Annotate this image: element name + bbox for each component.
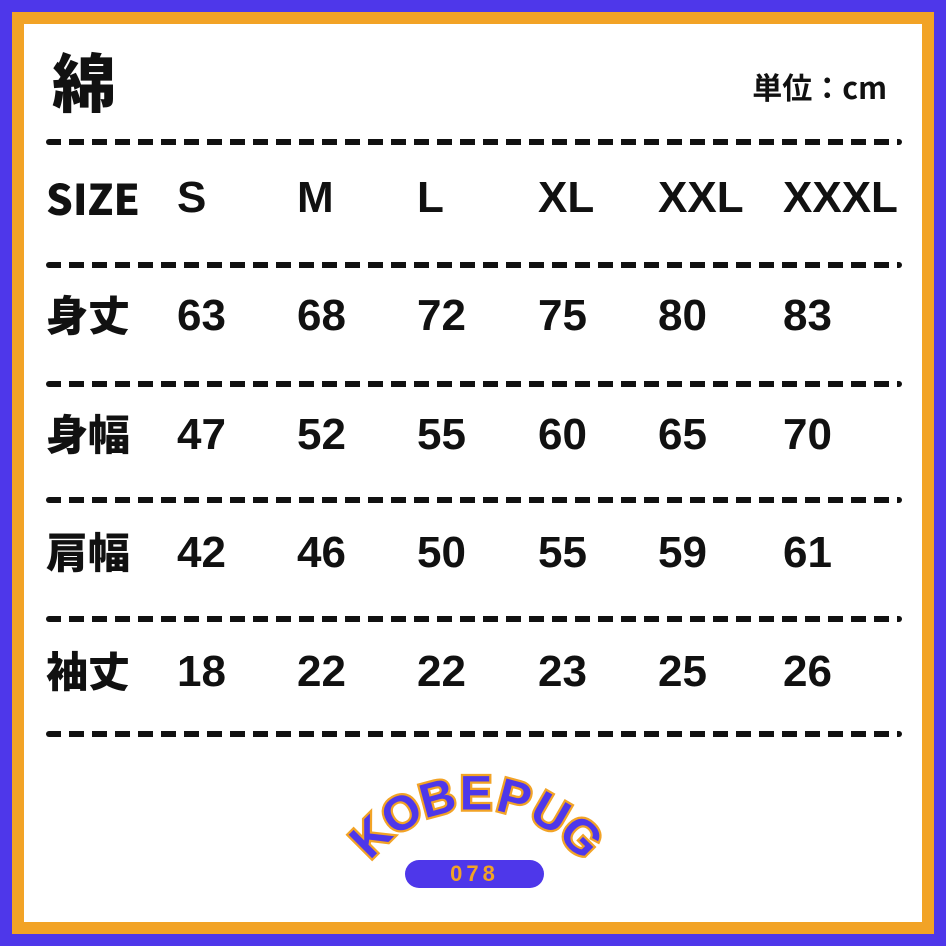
svg-text:E: E [460,766,492,820]
